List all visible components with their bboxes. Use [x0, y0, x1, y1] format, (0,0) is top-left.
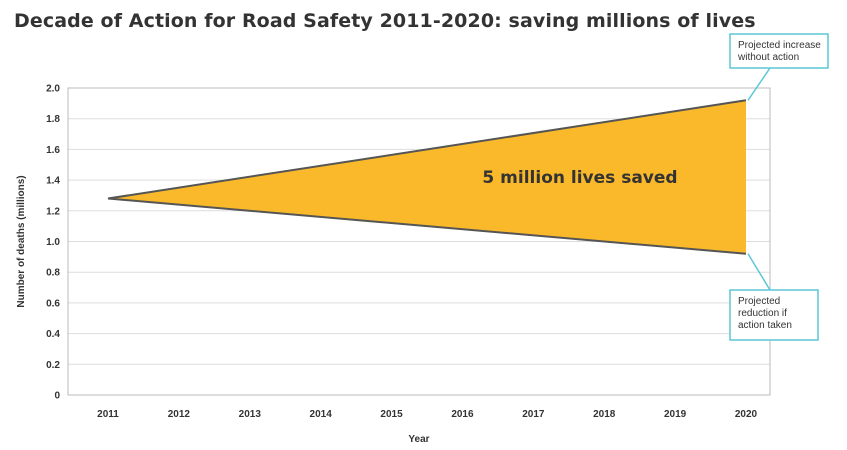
- y-tick-label: 1.0: [46, 237, 60, 248]
- callout-upper-text: Projected increase without action: [737, 40, 824, 63]
- y-axis-label: Number of deaths (millions): [16, 175, 27, 307]
- x-tick-label: 2013: [239, 409, 262, 420]
- x-tick-label: 2018: [593, 409, 616, 420]
- y-tick-label: 1.4: [46, 176, 60, 187]
- series-line-reduction: [107, 197, 747, 255]
- callout-lower-line-1: Projected: [738, 296, 780, 307]
- callout-lower-line-3: action taken: [738, 320, 792, 331]
- y-tick-label: 0.6: [46, 298, 60, 309]
- callout-lower-pointer: [747, 253, 771, 291]
- callout-lower-box: [729, 289, 819, 341]
- callout-upper: Projected increase without action: [729, 33, 829, 101]
- y-tick-label: 1.2: [46, 206, 60, 217]
- callout-lower-line-2: reduction if: [738, 308, 787, 319]
- x-axis-label: Year: [408, 434, 429, 445]
- x-tick-label: 2020: [735, 409, 758, 420]
- x-tick-label: 2015: [380, 409, 403, 420]
- y-tick-label: 0.4: [46, 329, 60, 340]
- callout-upper-line-1: Projected increase: [738, 40, 821, 51]
- x-tick-label: 2019: [664, 409, 687, 420]
- series-line-increase: [107, 99, 747, 200]
- x-tick-label: 2017: [522, 409, 545, 420]
- callout-upper-box: [729, 33, 829, 69]
- lives-saved-label: 5 million lives saved: [482, 168, 677, 188]
- callout-lower-text: Projected reduction if action taken: [738, 296, 792, 331]
- lives-saved-area: [108, 100, 746, 254]
- callout-lower: Projected reduction if action taken: [729, 253, 819, 341]
- y-tick-label: 0.8: [46, 268, 60, 279]
- plot-frame: [67, 87, 771, 396]
- callout-upper-line-2: without action: [737, 52, 799, 63]
- y-tick-label: 0.2: [46, 360, 60, 371]
- y-tick-label: 1.8: [46, 114, 60, 125]
- callout-upper-pointer: [747, 67, 771, 101]
- x-tick-label: 2011: [97, 409, 119, 420]
- x-tick-label: 2012: [168, 409, 191, 420]
- x-tick-label: 2016: [451, 409, 474, 420]
- y-tick-label: 2.0: [46, 84, 60, 95]
- y-tick-label: 0: [54, 391, 60, 402]
- x-axis-ticks: 2011 2012 2013 2014 2015 2016 2017 2018 2019 2020: [97, 409, 757, 420]
- x-tick-label: 2014: [310, 409, 333, 420]
- y-tick-label: 1.6: [46, 145, 60, 156]
- y-axis-ticks: 0 0.2 0.4 0.6 0.8 1.0 1.2 1.4 1.6 1.8 2.0: [46, 84, 60, 402]
- chart-title: Decade of Action for Road Safety 2011-20…: [14, 10, 756, 32]
